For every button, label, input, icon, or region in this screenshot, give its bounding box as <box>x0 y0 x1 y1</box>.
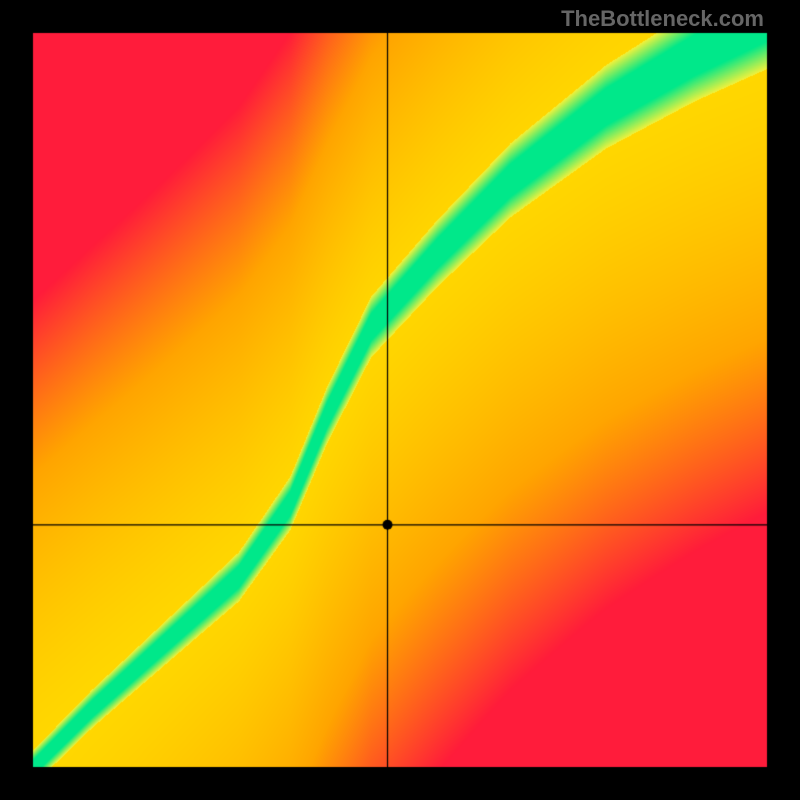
bottleneck-heatmap <box>0 0 800 800</box>
chart-container: { "canvas": { "width": 800, "height": 80… <box>0 0 800 800</box>
watermark-text: TheBottleneck.com <box>561 6 764 32</box>
